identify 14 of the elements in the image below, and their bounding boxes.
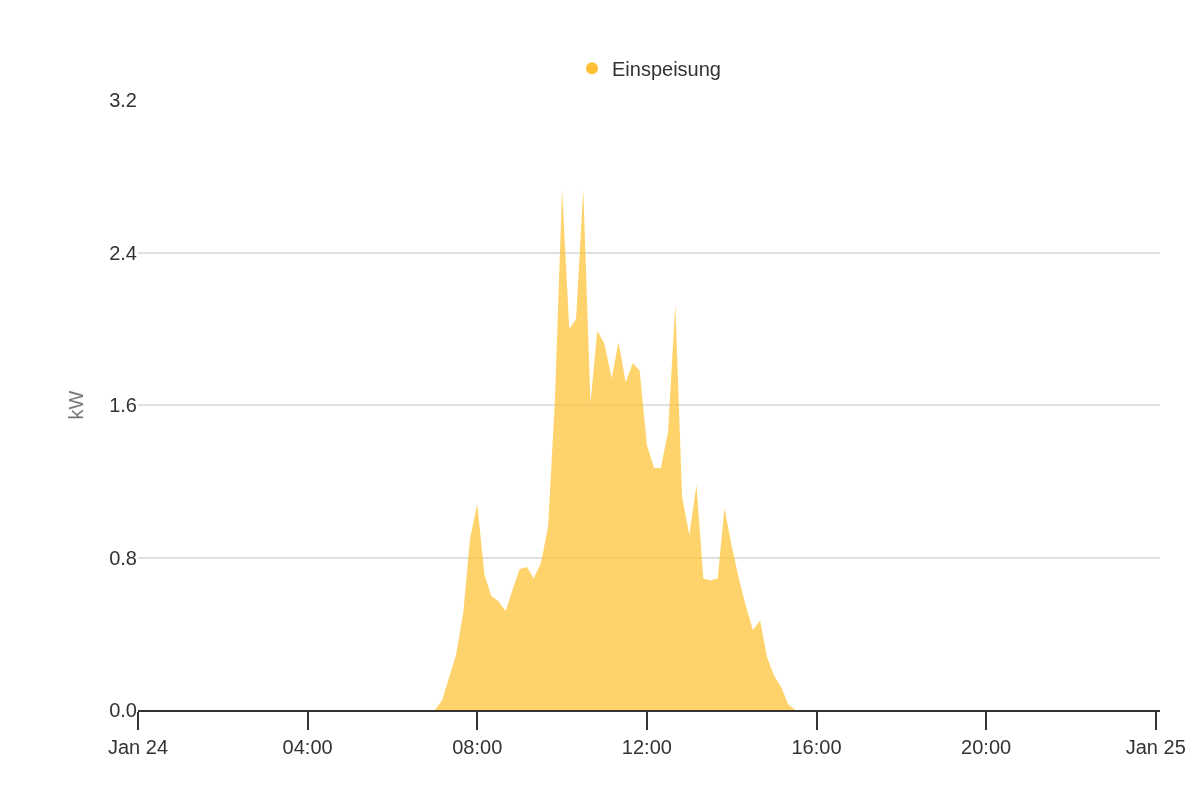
- x-tick-label: 20:00: [961, 736, 1012, 758]
- x-tick-label: 04:00: [282, 736, 333, 758]
- y-tick-label: 1.6: [109, 394, 137, 416]
- x-tick-label: Jan 25: [1125, 736, 1186, 758]
- y-tick-label: 0.0: [109, 699, 137, 721]
- x-tick-label: 08:00: [452, 736, 503, 758]
- x-tick-label: 12:00: [621, 736, 672, 758]
- y-axis-title: kW: [64, 390, 87, 420]
- y-tick-label: 0.8: [109, 546, 137, 569]
- y-tick-label: 3.2: [109, 89, 137, 111]
- y-tick-label: 2.4: [109, 241, 137, 264]
- x-tick-label: Jan 24: [107, 736, 169, 758]
- legend-label: Einspeisung: [612, 58, 721, 81]
- x-tick-label: 16:00: [791, 736, 842, 758]
